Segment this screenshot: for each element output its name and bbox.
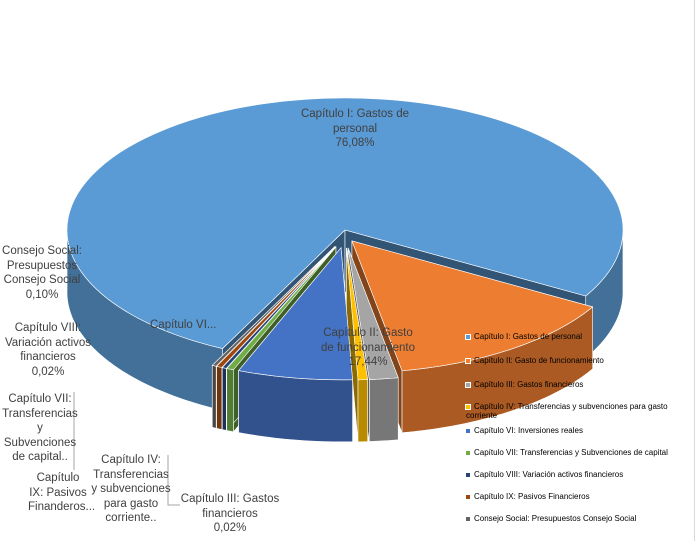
legend-label: Capítulo IV: Transferencias y subvencion… [466,402,668,420]
label-percent: 76,08% [335,137,375,149]
label-percent: 0,10% [25,288,59,301]
legend-swatch [465,493,471,500]
label-cap-iii: Capítulo III: Gastos financieros 0,02% [180,492,280,536]
legend-swatch [465,449,471,456]
legend-label: Capítulo II: Gasto de funcionamiento [474,356,604,365]
legend-item: Capítulo II: Gasto de funcionamiento [465,356,694,365]
slice-3 [347,247,399,380]
label-percent: 0,02% [31,365,65,378]
slice-9 [211,246,335,367]
legend-item: Capítulo IX: Pasivos Financieros [465,492,694,501]
legend-item: Consejo Social: Presupuestos Consejo Soc… [465,514,694,523]
legend-swatch [465,333,471,340]
label-consejo-social: Consejo Social: Presupuestos Consejo Soc… [0,244,84,302]
slice-5 [238,247,353,381]
slice-outer-wall [238,370,353,443]
slice-4 [346,247,369,381]
slice-outer-wall [211,364,217,429]
legend-item: Capítulo VII: Transferencias y Subvencio… [465,448,694,457]
label-text: Capítulo III: Gastos financieros [180,493,280,520]
slice-2 [351,240,594,372]
legend-item: Capítulo III: Gastos financieros [465,380,694,389]
legend-label: Capítulo VI: Inversiones reales [474,426,583,435]
slice-8 [215,246,336,368]
legend-item: Capítulo IV: Transferencias y subvencion… [465,402,694,420]
label-text: Capítulo I: Gastos de personal [300,108,410,135]
slice-6 [226,246,337,371]
slice-outer-wall [226,368,234,433]
legend-label: Capítulo IX: Pasivos Financieros [474,492,590,501]
legend-swatch [465,471,471,478]
slice-outer-wall [216,365,223,430]
label-text: Consejo Social: Presupuestos Consejo Soc… [2,245,82,286]
slice-7 [221,246,336,369]
legend-swatch [465,515,471,522]
label-cap-ix: Capítulo IX: Pasivos Finanderos... [28,472,96,513]
label-cap-ii: Capítulo II: Gasto de funcionamiento 17,4… [318,326,418,370]
legend-swatch [465,427,471,434]
slice-1 [66,97,624,349]
label-text: Capítulo VIII: Variación activos financi… [4,322,92,363]
slice-outer-wall [221,367,227,431]
legend-swatch [465,381,471,388]
legend-label: Capítulo I: Gastos de personal [474,332,583,341]
legend-swatch [465,357,471,364]
label-text: Capítulo II: Gasto de funcionamiento [321,327,415,354]
slice-outer-wall [369,377,399,442]
legend-label: Capítulo VIII: Variación activos financi… [474,470,624,479]
legend-item: Capítulo VIII: Variación activos financi… [465,470,694,479]
legend-label: Consejo Social: Presupuestos Consejo Soc… [474,514,637,523]
leader-line [167,455,180,506]
label-cap-i: Capítulo I: Gastos de personal 76,08% [300,107,410,151]
legend-item: Capítulo VI: Inversiones reales [465,426,694,435]
label-cap-vii: Capítulo VII: Transferencias y Subvencio… [2,393,78,463]
legend-label: Capítulo VII: Transferencias y Subvencio… [474,448,668,457]
legend-label: Capítulo III: Gastos financieros [474,380,584,389]
label-cap-viii: Capítulo VIII: Variación activos financi… [2,321,94,379]
label-cap-iv: Capítulo IV: Transferencias y subvencion… [91,454,171,524]
label-percent: 0,02% [213,522,247,534]
legend-swatch [465,403,471,410]
label-cap-vi: Capítulo VI... [150,319,217,331]
legend-item: Capítulo I: Gastos de personal [465,332,694,341]
label-percent: 17,44% [348,356,388,368]
slice-outer-wall [357,379,368,443]
